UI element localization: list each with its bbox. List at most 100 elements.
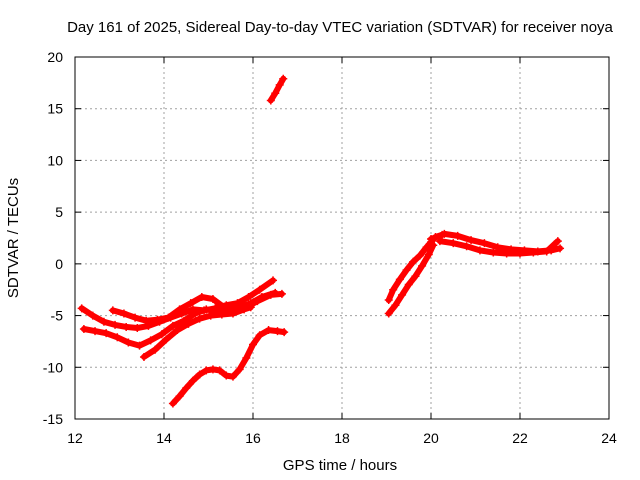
series-line <box>267 75 287 104</box>
data-point <box>197 292 206 301</box>
x-axis-label: GPS time / hours <box>283 457 397 474</box>
x-tick-label: 16 <box>245 430 261 446</box>
data-point <box>266 96 275 105</box>
data-point <box>415 251 424 260</box>
data-point <box>273 327 282 336</box>
data-point <box>211 304 220 313</box>
chart-title: Day 161 of 2025, Sidereal Day-to-day VTE… <box>67 19 613 36</box>
x-tick-label: 12 <box>67 430 83 446</box>
data-point <box>429 241 438 250</box>
data-point <box>233 299 242 308</box>
data-point <box>215 366 224 375</box>
data-point <box>542 247 551 256</box>
data-point <box>139 352 148 361</box>
data-point <box>133 323 142 332</box>
data-point <box>244 292 253 301</box>
series-track-6 <box>266 74 288 105</box>
data-point <box>529 248 538 257</box>
data-point <box>418 261 427 270</box>
data-point <box>162 335 171 344</box>
x-tick-label: 20 <box>423 430 439 446</box>
data-point <box>453 231 462 240</box>
data-point <box>142 316 151 325</box>
axis-ticks: 12 14 16 18 20 22 24 -15 -10 -5 0 5 10 15 20 <box>43 49 617 446</box>
data-point <box>398 290 407 299</box>
data-point <box>188 305 197 314</box>
data-point <box>235 365 244 374</box>
data-point <box>228 372 237 381</box>
x-tick-label: 14 <box>156 430 172 446</box>
data-point <box>206 311 215 320</box>
y-tick-label: 20 <box>47 49 63 65</box>
data-point <box>280 328 289 337</box>
data-point <box>404 280 413 289</box>
data-point <box>384 296 393 305</box>
series-track-7 <box>384 230 447 305</box>
data-point <box>480 239 489 248</box>
y-tick-label: 10 <box>47 152 63 168</box>
data-point <box>435 237 444 246</box>
data-point <box>556 244 565 253</box>
data-point <box>175 392 184 401</box>
data-point <box>146 336 155 345</box>
series-track-4 <box>139 303 255 361</box>
data-point <box>222 371 231 380</box>
data-point <box>119 309 128 318</box>
data-point <box>271 89 280 98</box>
data-point <box>391 301 400 310</box>
data-point <box>99 317 108 326</box>
data-point <box>91 327 100 336</box>
data-point <box>153 315 162 324</box>
data-point <box>411 272 420 281</box>
data-point <box>195 370 204 379</box>
data-point <box>402 266 411 275</box>
x-tick-label: 24 <box>601 430 617 446</box>
data-point <box>184 319 193 328</box>
y-tick-label: 5 <box>55 204 63 220</box>
series-track-8 <box>384 241 438 318</box>
series-track-5 <box>168 326 289 408</box>
data-point <box>173 326 182 335</box>
data-point <box>113 333 122 342</box>
data-point <box>279 74 288 83</box>
data-point <box>77 304 86 313</box>
data-point <box>389 285 398 294</box>
data-point <box>462 242 471 251</box>
data-point <box>88 311 97 320</box>
data-point <box>208 295 217 304</box>
data-point <box>217 310 226 319</box>
data-point <box>168 399 177 408</box>
data-point <box>275 80 284 89</box>
data-point <box>168 321 177 330</box>
data-point <box>131 313 140 322</box>
data-point <box>264 326 273 335</box>
data-point <box>489 248 498 257</box>
data-point <box>502 249 511 258</box>
data-point <box>124 338 133 347</box>
data-point <box>208 365 217 374</box>
y-tick-label: -15 <box>43 411 63 427</box>
data-point <box>200 306 209 315</box>
grid <box>75 57 609 419</box>
data-point <box>255 285 264 294</box>
series-line <box>436 238 561 257</box>
data-point <box>122 322 131 331</box>
data-point <box>246 303 255 312</box>
data-point <box>164 313 173 322</box>
data-point <box>409 257 418 266</box>
data-point <box>424 250 433 259</box>
data-point <box>195 314 204 323</box>
data-point <box>186 299 195 308</box>
y-axis-label: SDTVAR / TECUs <box>5 178 22 298</box>
data-point <box>395 275 404 284</box>
data-point <box>467 236 476 245</box>
y-tick-label: -10 <box>43 359 63 375</box>
series-line <box>109 290 285 324</box>
y-tick-label: 15 <box>47 101 63 117</box>
data-point <box>240 305 249 314</box>
data-point <box>516 249 524 258</box>
data-point <box>111 320 120 329</box>
series-track-10 <box>435 237 562 258</box>
data-point <box>175 305 184 314</box>
